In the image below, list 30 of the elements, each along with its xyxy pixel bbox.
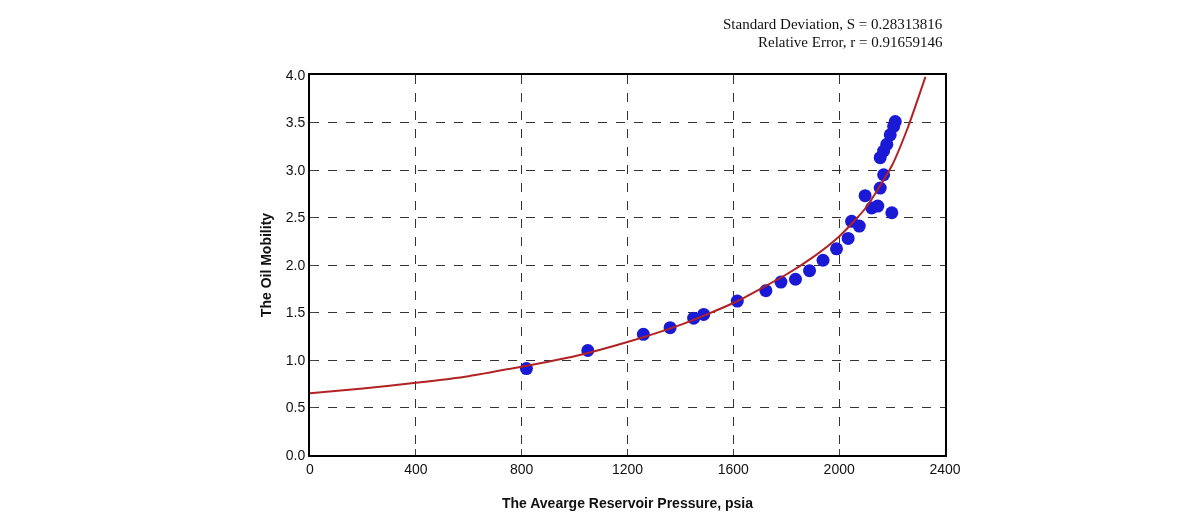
x-tick-label: 1600 (717, 460, 750, 477)
y-tick-label: 4.0 (285, 66, 306, 83)
point (803, 264, 817, 278)
y-tick-label: 1.5 (285, 304, 306, 321)
y-tick-label: 3.0 (285, 161, 306, 178)
point (830, 242, 844, 256)
y-tick-label: 2.5 (285, 209, 306, 226)
x-tick-label: 1200 (611, 460, 644, 477)
y-axis-title: The Oil Mobility (258, 212, 274, 318)
text: Relative Error, r = 0.91659146 (758, 34, 943, 50)
y-tick-label: 0.5 (285, 399, 306, 416)
x-tick-label: 800 (509, 460, 534, 477)
point (885, 206, 899, 220)
x-tick-label: 400 (404, 460, 428, 477)
y-tick-label: 2.0 (285, 256, 306, 273)
point (816, 253, 830, 267)
point (852, 219, 866, 233)
x-axis-title: The Avearge Reservoir Pressure, psia (501, 495, 754, 511)
point (858, 189, 872, 203)
x-tick-label: 2400 (929, 460, 961, 477)
x-tick-label: 2000 (823, 460, 855, 477)
point (789, 272, 803, 286)
point (871, 199, 885, 213)
text: Standard Deviation, S = 0.28313816 (723, 16, 943, 32)
y-tick-label: 1.0 (285, 351, 306, 368)
y-tick-label: 0.0 (285, 446, 306, 463)
x-tick-label: 0 (306, 460, 315, 477)
point (841, 231, 855, 245)
y-tick-label: 3.5 (285, 114, 306, 131)
line-series (310, 75, 927, 395)
